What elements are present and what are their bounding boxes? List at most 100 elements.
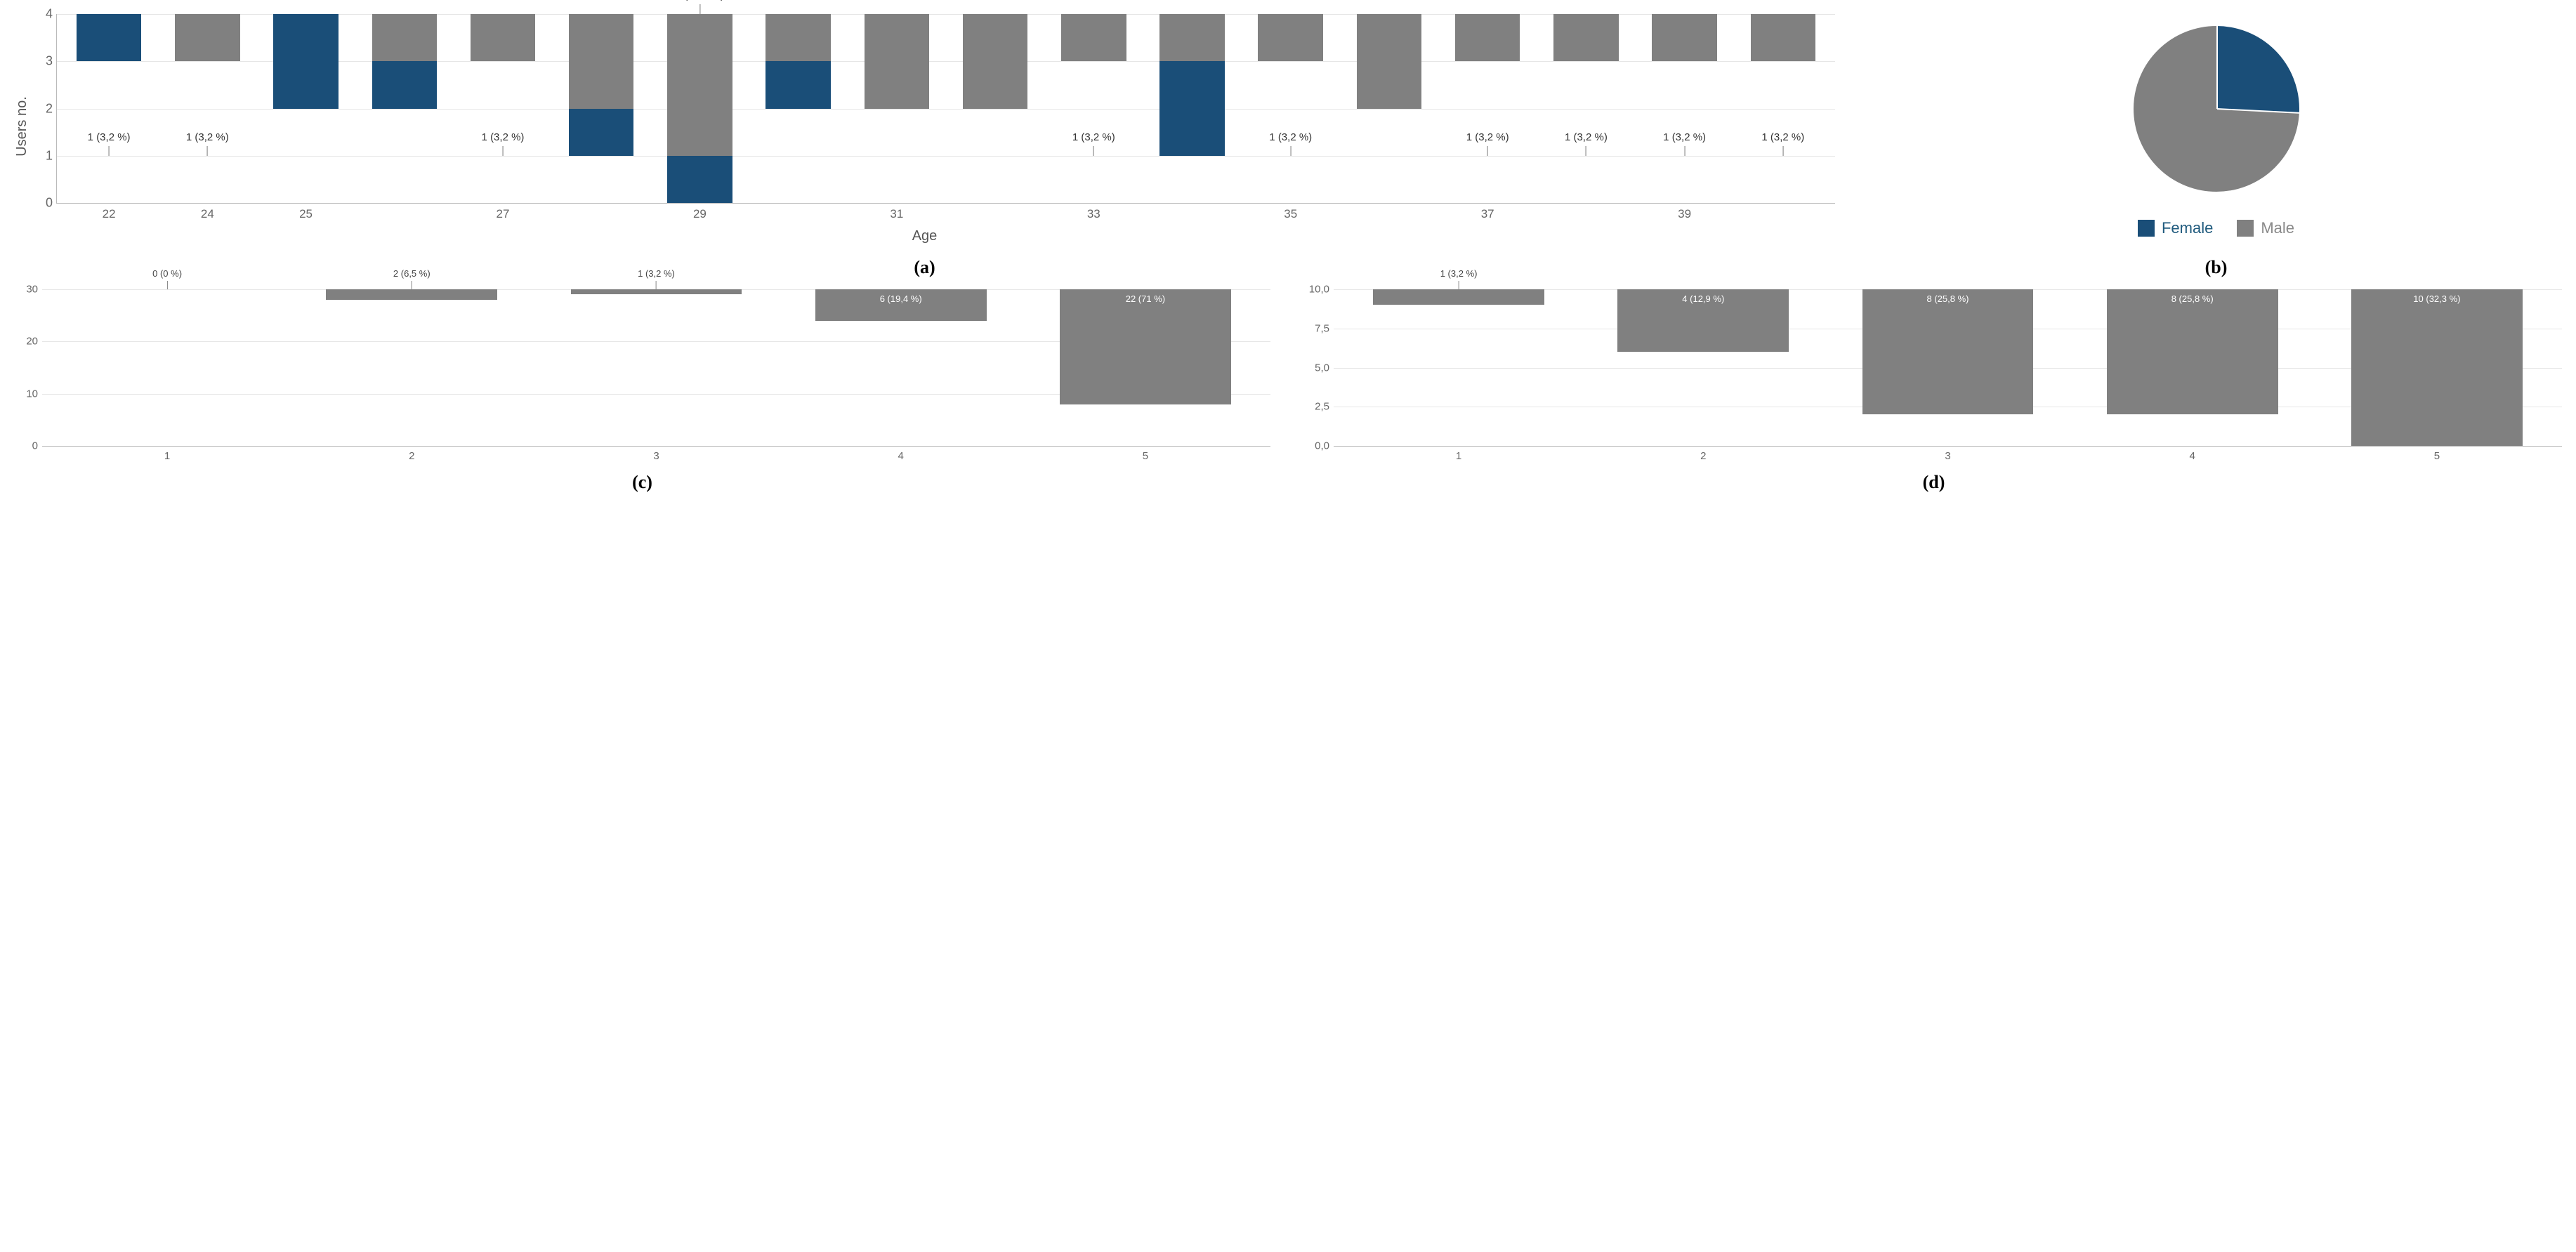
panel-c: 01020300 (0 %)12 (6,5 %)21 (3,2 %)36 (19… [7, 285, 1277, 493]
figure-grid: Users no. 012341 (3,2 %)221 (3,2 %)242 (… [7, 7, 2569, 493]
legend-swatch-male [2237, 220, 2254, 237]
bar-label: 1 (3,2 %) [1761, 131, 1804, 156]
ytick: 5,0 [1301, 362, 1329, 374]
legend-label-female: Female [2162, 219, 2213, 237]
xtick: 33 [1087, 203, 1100, 221]
xtick: 2 [409, 446, 414, 462]
bar-rect: 1 (3,2 %) [1373, 289, 1544, 305]
ytick: 0,0 [1301, 440, 1329, 452]
bar-25: 2 (6,5 %)25 [256, 14, 355, 203]
bar-label: 2 (6,5 %) [393, 268, 431, 289]
bar-seg-male [667, 14, 732, 156]
bar-seg-female [372, 61, 438, 108]
bar-40: 1 (3,2 %) [1734, 14, 1832, 203]
bar-3: 8 (25,8 %)3 [1825, 289, 2070, 446]
bar-33: 1 (3,2 %)33 [1044, 14, 1143, 203]
bar-seg-male [569, 14, 634, 108]
xtick: 5 [1143, 446, 1148, 462]
bar-label: 4 (12,9 %) [676, 0, 724, 14]
panel-a: Users no. 012341 (3,2 %)221 (3,2 %)242 (… [7, 7, 1842, 246]
bar-2: 2 (6,5 %)2 [289, 289, 534, 446]
bar-label: 0 (0 %) [152, 268, 182, 289]
bar-seg-female [667, 156, 732, 203]
bar-rect: 6 (19,4 %) [815, 289, 987, 321]
xtick: 25 [299, 203, 313, 221]
xtick: 29 [693, 203, 707, 221]
bar-seg-male [765, 14, 831, 61]
bar-seg-male [963, 14, 1028, 109]
bar-label: 1 (3,2 %) [1663, 131, 1706, 156]
bar-seg-female [1159, 61, 1225, 155]
xtick: 24 [201, 203, 214, 221]
ytick: 3 [33, 54, 53, 69]
bar-rect: 4 (12,9 %) [1617, 289, 1789, 352]
bar-seg-male [1751, 14, 1816, 61]
bar-seg-male [175, 14, 240, 61]
bar-38: 1 (3,2 %) [1537, 14, 1635, 203]
bar-label: 1 (3,2 %) [638, 268, 675, 289]
bar-label: 8 (25,8 %) [2171, 294, 2214, 304]
bar-seg-male [1159, 14, 1225, 61]
bar-32: 2 (6,5 %) [946, 14, 1044, 203]
ytick: 10,0 [1301, 284, 1329, 296]
ytick: 0 [33, 196, 53, 211]
bar-36: 2 (6,5 %) [1340, 14, 1438, 203]
chart-d: 0,02,55,07,510,01 (3,2 %)14 (12,9 %)28 (… [1299, 285, 2569, 468]
bar-rect: 22 (71 %) [1060, 289, 1231, 404]
bar-label: 1 (3,2 %) [1440, 268, 1478, 289]
bar-31: 2 (6,5 %)31 [848, 14, 946, 203]
pie-legend: Female Male [1863, 219, 2569, 237]
legend-item-female: Female [2138, 219, 2213, 237]
bar-27: 1 (3,2 %)27 [454, 14, 552, 203]
bar-label: 1 (3,2 %) [186, 131, 229, 156]
xtick: 4 [2190, 446, 2195, 462]
bar-label: 1 (3,2 %) [1072, 131, 1115, 156]
bar-label: 1 (3,2 %) [482, 131, 525, 156]
bar-28: 3 (9,7 %) [552, 14, 650, 203]
bar-label: 4 (12,9 %) [1682, 294, 1724, 304]
pie-graphic [2132, 25, 2301, 193]
bar-2: 4 (12,9 %)2 [1581, 289, 1825, 446]
bar-26: 2 (6,5 %) [355, 14, 454, 203]
ytick: 0 [10, 440, 38, 452]
ytick: 10 [10, 388, 38, 400]
chart-c: 01020300 (0 %)12 (6,5 %)21 (3,2 %)36 (19… [7, 285, 1277, 468]
bar-4: 6 (19,4 %)4 [779, 289, 1023, 446]
plot-area-c: 01020300 (0 %)12 (6,5 %)21 (3,2 %)36 (19… [42, 289, 1270, 447]
ytick: 30 [10, 284, 38, 296]
caption-c: (c) [7, 472, 1277, 493]
xtick: 1 [1456, 446, 1461, 462]
bar-24: 1 (3,2 %)24 [158, 14, 256, 203]
xtick: 5 [2434, 446, 2440, 462]
bar-rect: 2 (6,5 %) [326, 289, 497, 300]
legend-label-male: Male [2261, 219, 2294, 237]
bar-seg-male [1553, 14, 1619, 61]
bar-seg-male [471, 14, 536, 61]
bar-seg-male [372, 14, 438, 61]
age-stacked-bar-chart: Users no. 012341 (3,2 %)221 (3,2 %)242 (… [7, 7, 1842, 246]
bar-seg-male [1455, 14, 1520, 61]
bar-seg-female [569, 109, 634, 156]
xtick: 1 [164, 446, 170, 462]
bar-37: 1 (3,2 %)37 [1438, 14, 1537, 203]
xtick: 2 [1700, 446, 1706, 462]
bar-22: 1 (3,2 %)22 [60, 14, 158, 203]
xaxis-label: Age [912, 228, 938, 244]
bar-39: 1 (3,2 %)39 [1636, 14, 1734, 203]
xtick: 3 [653, 446, 659, 462]
bar-rect: 8 (25,8 %) [1862, 289, 2034, 414]
bar-1: 1 (3,2 %)1 [1336, 289, 1581, 446]
bar-seg-female [77, 14, 142, 61]
bar-5: 22 (71 %)5 [1023, 289, 1268, 446]
bar-seg-male [1357, 14, 1422, 109]
bar-29: 4 (12,9 %)29 [650, 14, 749, 203]
bar-label: 1 (3,2 %) [88, 131, 131, 156]
caption-d: (d) [1299, 472, 2569, 493]
bar-seg-male [1258, 14, 1323, 61]
panel-b: Female Male [1863, 7, 2569, 246]
ytick: 2 [33, 101, 53, 116]
bar-5: 10 (32,3 %)5 [2315, 289, 2559, 446]
bar-rect: 1 (3,2 %) [571, 289, 742, 294]
bar-label: 1 (3,2 %) [1466, 131, 1509, 156]
bar-35: 1 (3,2 %)35 [1242, 14, 1340, 203]
